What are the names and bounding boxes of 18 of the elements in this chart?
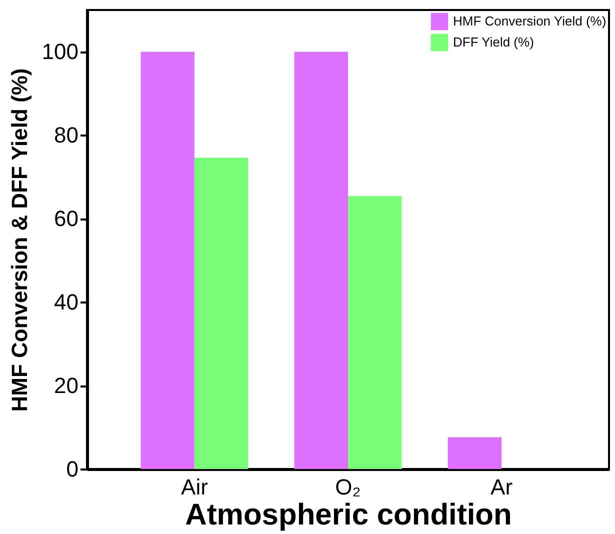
y-tick-label: 20 bbox=[54, 373, 78, 398]
y-tick-label: 100 bbox=[42, 39, 78, 64]
y-tick-label: 0 bbox=[66, 456, 78, 482]
bar bbox=[140, 52, 194, 469]
x-tick-label: Air bbox=[181, 474, 208, 500]
x-tick-label: O₂ bbox=[335, 474, 361, 500]
y-tick-label: 60 bbox=[54, 206, 78, 232]
bar bbox=[448, 437, 502, 469]
legend-label: HMF Conversion Yield (%) bbox=[453, 14, 606, 28]
y-axis-title: HMF Conversion & DFF Yield (%) bbox=[6, 68, 32, 412]
bar bbox=[348, 196, 402, 469]
x-tick-label: Ar bbox=[490, 474, 513, 500]
y-tick-label: 80 bbox=[54, 122, 78, 148]
x-axis-title: Atmospheric condition bbox=[185, 498, 512, 532]
bar bbox=[294, 52, 348, 469]
legend-label: DFF Yield (%) bbox=[453, 34, 534, 50]
y-tick-label: 40 bbox=[54, 290, 78, 315]
bar bbox=[194, 158, 248, 469]
